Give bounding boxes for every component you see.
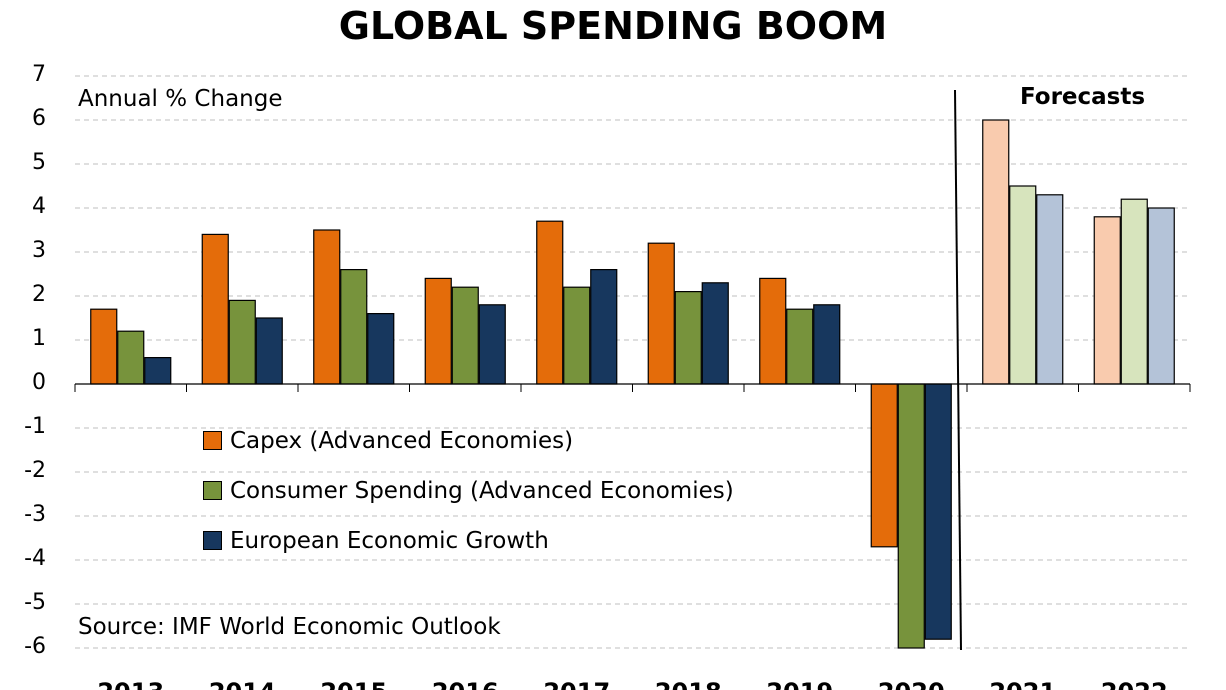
chart-title: GLOBAL SPENDING BOOM (338, 4, 888, 48)
bar (451, 286, 479, 385)
bars (90, 119, 1175, 649)
x-tick-label: 2020 (878, 678, 945, 690)
bar (590, 269, 618, 385)
bar (870, 383, 898, 548)
y-tick-label: 1 (32, 326, 46, 351)
x-tick-label: 2013 (97, 678, 164, 690)
x-tick-label: 2021 (989, 678, 1056, 690)
x-tick-label: 2022 (1101, 678, 1168, 690)
x-tick-label: 2017 (543, 678, 610, 690)
x-tick-label: 2018 (655, 678, 722, 690)
bar (228, 299, 256, 385)
bar (1009, 185, 1037, 385)
bar (924, 383, 952, 640)
y-tick-label: 5 (32, 150, 46, 175)
y-tick-label: 7 (32, 62, 46, 87)
bar (759, 277, 787, 385)
bar (313, 229, 341, 385)
legend-item: Capex (Advanced Economies) (203, 427, 734, 454)
bar (647, 242, 675, 385)
bar (340, 269, 368, 385)
y-tick-label: 4 (32, 194, 46, 219)
bar (1147, 207, 1175, 385)
y-tick-label: 3 (32, 238, 46, 263)
bar (563, 286, 591, 385)
legend-label: Consumer Spending (Advanced Economies) (230, 477, 734, 504)
legend-label: Capex (Advanced Economies) (230, 427, 574, 454)
legend-swatch (203, 531, 222, 550)
y-tick-label: 2 (32, 282, 46, 307)
axes (74, 89, 1191, 651)
bar (1036, 194, 1064, 385)
bar (1093, 216, 1121, 385)
x-tick-label: 2016 (432, 678, 499, 690)
bar (1120, 198, 1148, 385)
legend-item: European Economic Growth (203, 527, 734, 554)
y-tick-label: -3 (24, 502, 46, 527)
bar (701, 282, 729, 385)
y-tick-label: -4 (24, 546, 46, 571)
units-annotation: Annual % Change (78, 86, 283, 112)
bar (536, 220, 564, 385)
forecast-annotation: Forecasts (1020, 84, 1146, 110)
bar (255, 317, 283, 385)
y-tick-label: -1 (24, 414, 46, 439)
source-annotation: Source: IMF World Economic Outlook (78, 614, 501, 640)
bar (90, 308, 118, 385)
bar (897, 383, 925, 649)
y-tick-label: -6 (24, 634, 46, 659)
bar (144, 357, 172, 385)
x-tick-label: 2014 (209, 678, 276, 690)
x-tick-label: 2015 (320, 678, 387, 690)
bar (478, 304, 506, 385)
bar (674, 291, 702, 385)
bar (201, 233, 229, 385)
legend: Capex (Advanced Economies) Consumer Spen… (203, 428, 734, 578)
legend-label: European Economic Growth (230, 527, 549, 554)
legend-swatch (203, 431, 222, 450)
x-tick-label: 2019 (766, 678, 833, 690)
y-tick-label: 6 (32, 106, 46, 131)
forecast-divider (954, 89, 962, 651)
x-tick-labels: 2013 2014 2015 2016 2017 2018 2019 2020 2021 2022 (97, 678, 1167, 690)
bar (367, 313, 395, 385)
y-tick-label: -5 (24, 590, 46, 615)
legend-swatch (203, 481, 222, 500)
y-tick-label: -2 (24, 458, 46, 483)
bar (982, 119, 1010, 385)
bar (424, 277, 452, 385)
legend-item: Consumer Spending (Advanced Economies) (203, 477, 734, 504)
bar (813, 304, 841, 385)
bar (117, 330, 145, 385)
bar (786, 308, 814, 385)
y-tick-label: 0 (32, 370, 46, 395)
